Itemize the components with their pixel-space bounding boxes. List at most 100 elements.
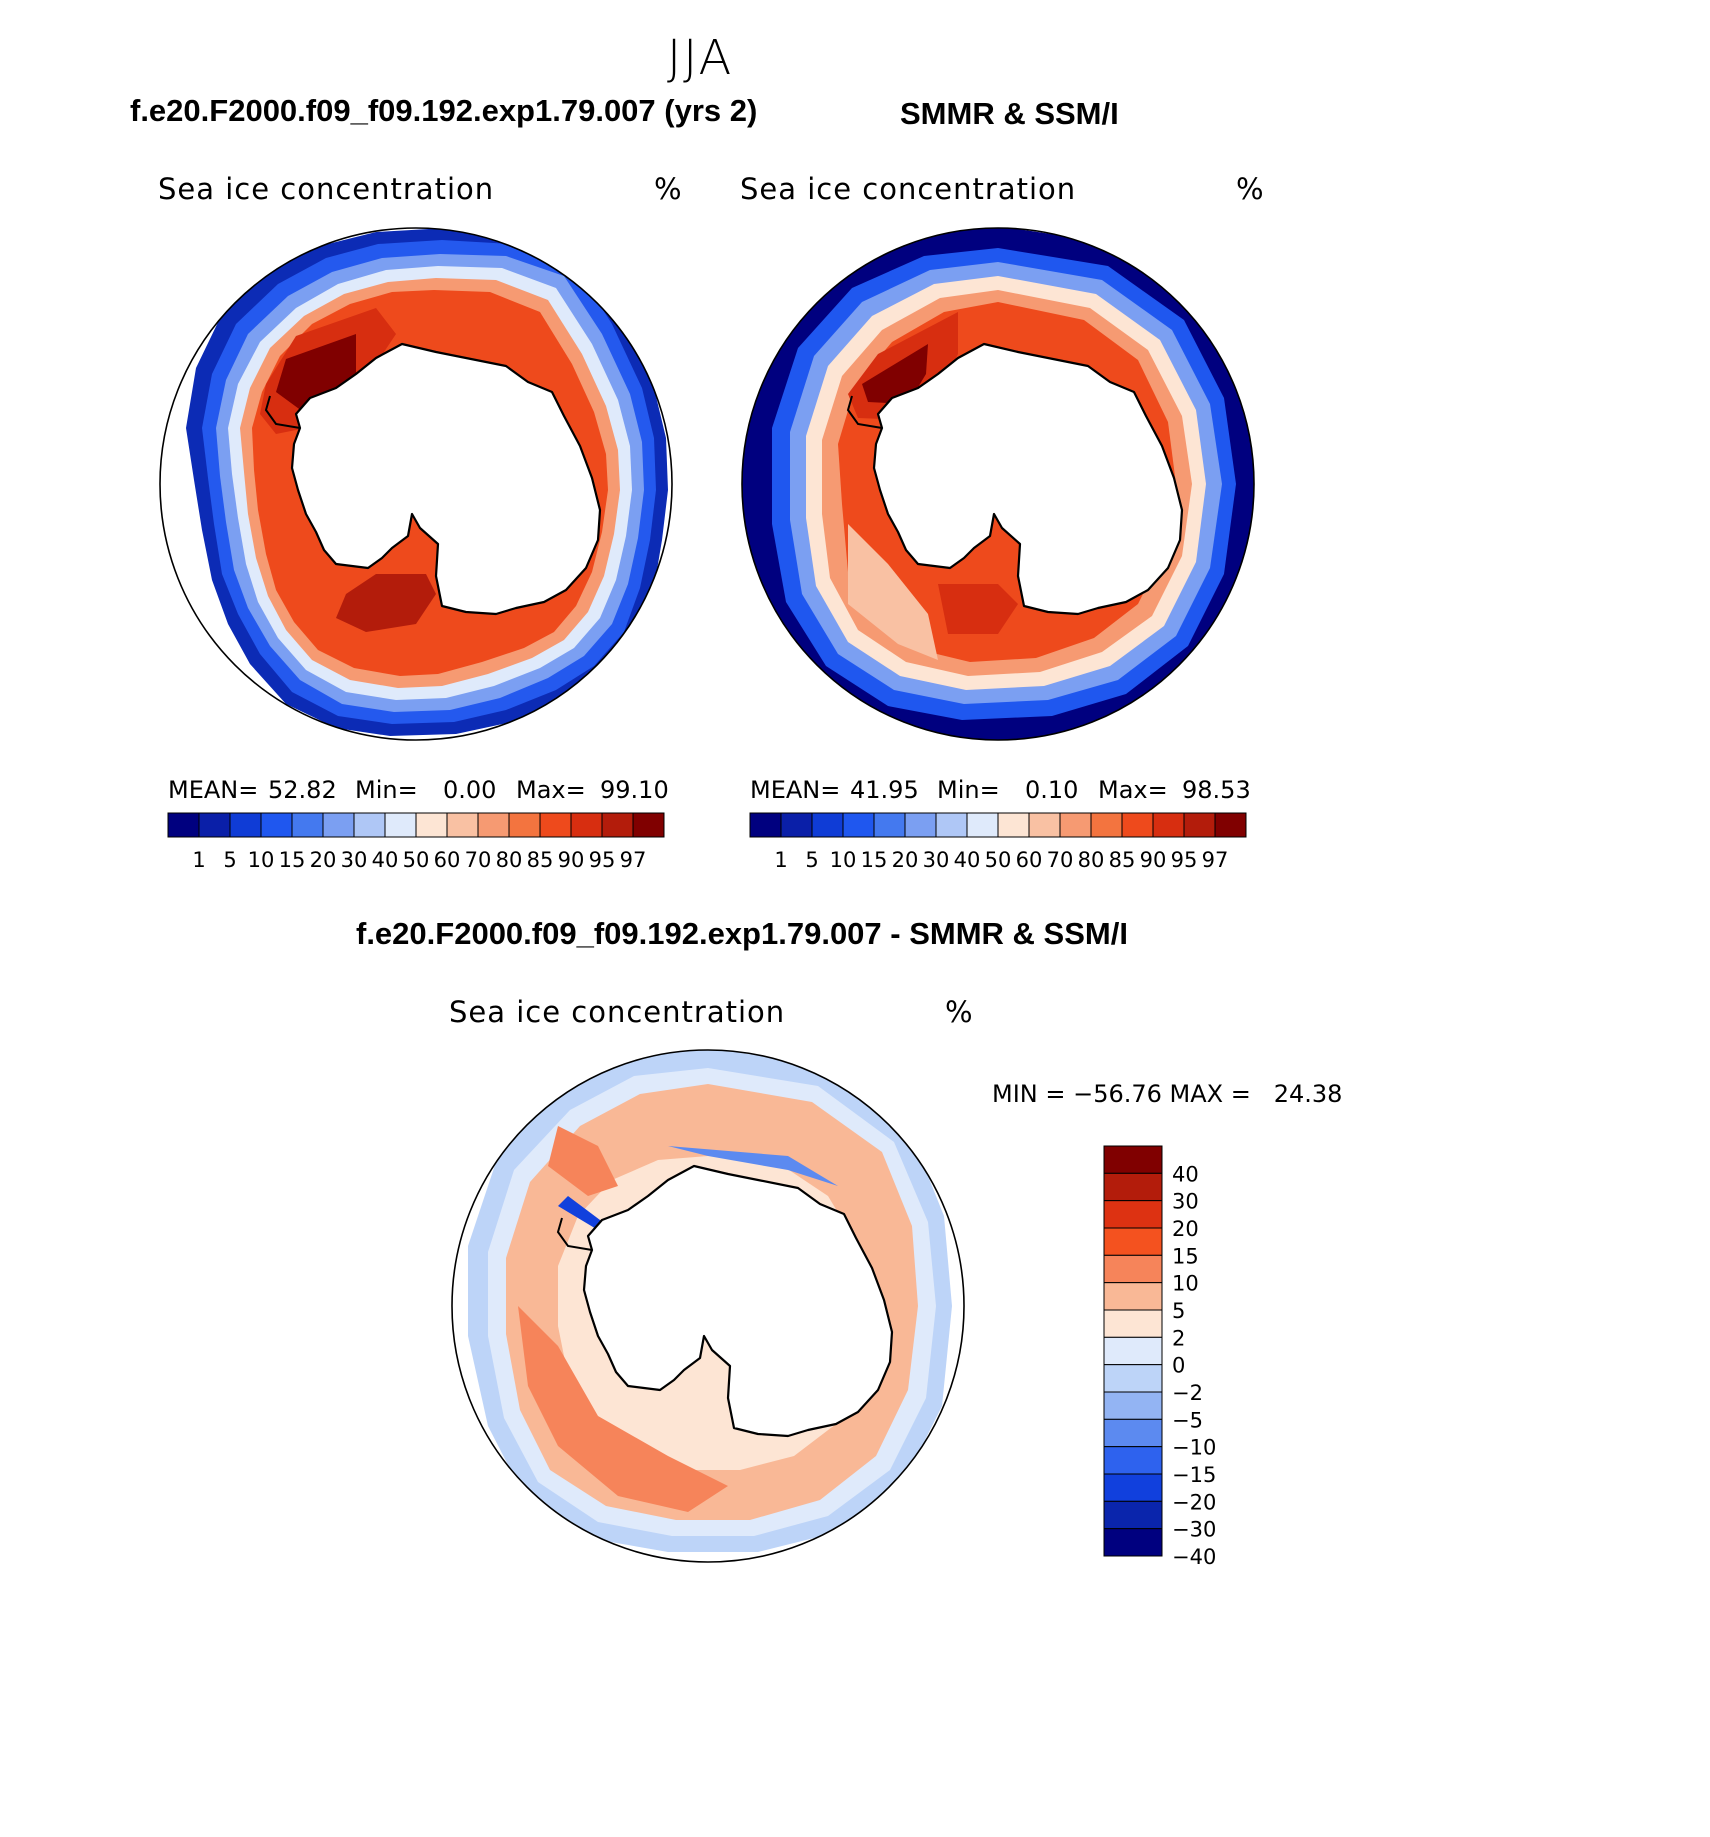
panel-3-colorbar-tick-label: 20 <box>1172 1217 1199 1241</box>
panel-1-colorbar-swatch <box>632 812 665 838</box>
panel-2-colorbar-swatch <box>1121 812 1154 838</box>
panel-2-colorbar-swatch <box>1028 812 1061 838</box>
panel-1-colorbar-swatch <box>167 812 200 838</box>
panel-1-min-label: Min= <box>355 776 418 804</box>
panel-1-colorbar-tick-label: 30 <box>341 848 368 872</box>
panel-1-colorbar-swatch <box>539 812 572 838</box>
panel-1-mean-label: MEAN= <box>168 776 259 804</box>
season-title: JJA <box>667 30 734 86</box>
panel-1-mean-value: 52.82 <box>268 776 337 804</box>
panel-3-colorbar-swatch <box>1103 1309 1163 1338</box>
panel-3-colorbar-tick-label: 15 <box>1172 1244 1199 1268</box>
panel-2-colorbar-tick-label: 15 <box>861 848 888 872</box>
panel-2-colorbar-tick-label: 20 <box>892 848 919 872</box>
panel-1-colorbar-swatch <box>384 812 417 838</box>
panel-2-colorbar-tick-label: 5 <box>805 848 818 872</box>
panel-2-colorbar-tick-label: 70 <box>1047 848 1074 872</box>
panel-1-colorbar-tick-label: 20 <box>310 848 337 872</box>
panel-2-colorbar-tick-label: 97 <box>1202 848 1229 872</box>
panel-3-colorbar-swatch <box>1103 1254 1163 1284</box>
panel-1-colorbar-tick-label: 15 <box>279 848 306 872</box>
panel-1-colorbar-swatch <box>229 812 262 838</box>
panel-3-colorbar-tick-label: 0 <box>1172 1354 1185 1378</box>
panel-1-colorbar-tick-label: 10 <box>248 848 275 872</box>
panel-2-min-label: Min= <box>937 776 1000 804</box>
panel-1-min-value: 0.00 <box>443 776 497 804</box>
panel-2-colorbar-tick-label: 30 <box>923 848 950 872</box>
panel-3-colorbar-tick-label: −20 <box>1172 1490 1216 1514</box>
panel-2-colorbar-swatch <box>1214 812 1247 838</box>
panel-3-colorbar-swatch <box>1103 1473 1163 1502</box>
panel-2-min-value: 0.10 <box>1025 776 1079 804</box>
panel-3-colorbar-tick-label: 2 <box>1172 1326 1185 1350</box>
panel-2-colorbar-swatch <box>749 812 782 838</box>
panel-1-colorbar-tick-label: 95 <box>589 848 616 872</box>
panel-2-max-value: 98.53 <box>1182 776 1251 804</box>
panel-3-colorbar-tick-label: 40 <box>1172 1162 1199 1186</box>
panel-2-colorbar-swatch <box>1090 812 1123 838</box>
panel-1-colorbar-swatch <box>353 812 386 838</box>
panel-3-colorbar-swatch <box>1103 1145 1163 1174</box>
panel-3-colorbar-swatch <box>1103 1364 1163 1393</box>
panel-3-colorbar-swatch <box>1103 1282 1163 1311</box>
panel-1-colorbar-swatch <box>446 812 479 838</box>
panel-3-variable-label: Sea ice concentration <box>449 995 786 1029</box>
panel-2-map <box>741 227 1255 741</box>
panel-1-colorbar: 1 5 10 15 20 30 40 50 60 70 80 85 90 95 97 <box>167 812 665 872</box>
panel-1-colorbar-tick-label: 85 <box>527 848 554 872</box>
panel-3-colorbar-tick-label: −30 <box>1172 1518 1216 1542</box>
panel-1-map <box>159 227 673 741</box>
panel-3-colorbar-swatch <box>1103 1200 1163 1229</box>
panel-1-variable-label: Sea ice concentration <box>158 172 495 206</box>
panel-2-colorbar-swatch <box>997 812 1030 838</box>
panel-3-colorbar-swatch <box>1103 1418 1163 1448</box>
panel-3-units-label: % <box>945 995 974 1029</box>
panel-1-max-label: Max= <box>516 776 586 804</box>
panel-2-colorbar-tick-label: 95 <box>1171 848 1198 872</box>
panel-3-colorbar-swatch <box>1103 1336 1163 1366</box>
panel-3-colorbar-tick-label: 5 <box>1172 1299 1185 1323</box>
panel-2-mean-label: MEAN= <box>750 776 841 804</box>
panel-2-colorbar-swatch <box>842 812 875 838</box>
panel-1-colorbar-tick-label: 1 <box>192 848 205 872</box>
panel-2-colorbar-swatch <box>1183 812 1216 838</box>
panel-2-colorbar-tick-label: 50 <box>985 848 1012 872</box>
panel-2-colorbar-swatch <box>873 812 906 838</box>
panel-3-colorbar-tick-label: −15 <box>1172 1463 1216 1487</box>
panel-1-colorbar-swatch <box>508 812 541 838</box>
panel-2-colorbar: 1 5 10 15 20 30 40 50 60 70 80 85 90 95 97 <box>749 812 1247 872</box>
panel-1-colorbar-swatch <box>322 812 355 838</box>
panel-1-units-label: % <box>654 172 683 206</box>
panel-3-colorbar-swatch <box>1103 1528 1163 1557</box>
panel-2-max-label: Max= <box>1098 776 1168 804</box>
panel-3-map <box>451 1049 965 1563</box>
panel-3-colorbar-tick-label: −2 <box>1172 1381 1203 1405</box>
panel-1-colorbar-tick-label: 90 <box>558 848 585 872</box>
panel-1-colorbar-tick-label: 60 <box>434 848 461 872</box>
panel-3-colorbar-tick-label: 30 <box>1172 1190 1199 1214</box>
panel-2-colorbar-swatch <box>904 812 937 838</box>
panel-2-colorbar-swatch <box>1059 812 1092 838</box>
panel-3-min-max: MIN = −56.76 MAX = 24.38 <box>992 1080 1343 1108</box>
panel-1-colorbar-tick-label: 40 <box>372 848 399 872</box>
panel-2-colorbar-tick-label: 1 <box>774 848 787 872</box>
panel-2-colorbar-tick-label: 10 <box>830 848 857 872</box>
panel-3-colorbar-tick-label: 10 <box>1172 1272 1199 1296</box>
panel-1-colorbar-swatch <box>291 812 324 838</box>
panel-3-title: f.e20.F2000.f09_f09.192.exp1.79.007 - SM… <box>356 916 1128 951</box>
panel-1-colorbar-swatch <box>415 812 448 838</box>
panel-2-colorbar-tick-label: 80 <box>1078 848 1105 872</box>
panel-1-colorbar-tick-label: 70 <box>465 848 492 872</box>
panel-2-colorbar-swatch <box>1152 812 1185 838</box>
panel-1-colorbar-tick-label: 80 <box>496 848 523 872</box>
panel-3-colorbar-swatch <box>1103 1172 1163 1202</box>
panel-3-colorbar-swatch <box>1103 1500 1163 1530</box>
panel-1-colorbar-swatch <box>601 812 634 838</box>
panel-1-colorbar-swatch <box>198 812 231 838</box>
panel-2-colorbar-tick-label: 85 <box>1109 848 1136 872</box>
panel-3-colorbar-tick-label: −10 <box>1172 1436 1216 1460</box>
panel-2-colorbar-tick-label: 40 <box>954 848 981 872</box>
panel-3-colorbar-swatch <box>1103 1227 1163 1256</box>
